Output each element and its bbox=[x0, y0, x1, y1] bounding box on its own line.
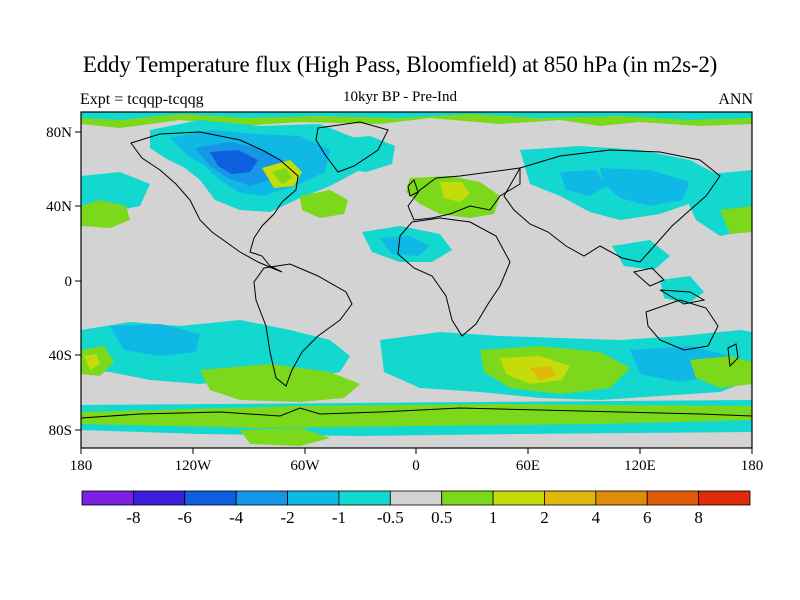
colorbar-swatch bbox=[389, 490, 443, 506]
colorbar-swatch bbox=[184, 490, 237, 506]
colorbar-swatch bbox=[287, 490, 340, 506]
colorbar: -8 -6 -4 -2 -1 -0.5 0.5 1 2 4 6 8 bbox=[81, 490, 751, 527]
colorbar-swatch bbox=[441, 490, 494, 506]
colorbar-swatch bbox=[338, 490, 391, 506]
lon-tick-label: 0 bbox=[412, 458, 420, 474]
colorbar-swatch bbox=[698, 490, 751, 506]
lat-tick-label: 80S bbox=[49, 423, 72, 439]
lon-tick-label: 180 bbox=[70, 458, 93, 474]
colorbar-label: -8 bbox=[126, 508, 140, 527]
lon-tick-label: 120W bbox=[175, 458, 213, 474]
colorbar-swatch bbox=[544, 490, 597, 506]
lat-tick-label: 80N bbox=[46, 125, 72, 141]
colorbar-swatch bbox=[235, 490, 288, 506]
colorbar-label: 8 bbox=[694, 508, 703, 527]
season-label: ANN bbox=[718, 91, 753, 108]
lat-tick-label: 40N bbox=[46, 199, 72, 215]
colorbar-label: -1 bbox=[332, 508, 346, 527]
colorbar-label: 6 bbox=[643, 508, 652, 527]
colorbar-label: -6 bbox=[178, 508, 192, 527]
colorbar-swatch bbox=[81, 490, 134, 506]
lat-tick-label: 0 bbox=[65, 274, 73, 290]
colorbar-swatch bbox=[646, 490, 700, 506]
plot-title: Eddy Temperature flux (High Pass, Bloomf… bbox=[82, 52, 718, 77]
period-label: 10kyr BP - Pre-Ind bbox=[342, 89, 458, 105]
colorbar-label: -4 bbox=[229, 508, 244, 527]
flux-contours bbox=[81, 112, 752, 448]
lon-tick-label: 180 bbox=[741, 458, 764, 474]
colorbar-label: -2 bbox=[280, 508, 294, 527]
colorbar-label: 2 bbox=[540, 508, 549, 527]
colorbar-label: 1 bbox=[489, 508, 498, 527]
coastlines bbox=[81, 121, 752, 419]
lon-tick-label: 60E bbox=[516, 458, 540, 474]
lon-tick-label: 60W bbox=[290, 458, 320, 474]
colorbar-swatch bbox=[492, 490, 545, 506]
colorbar-swatch bbox=[595, 490, 648, 506]
map-plot-area bbox=[81, 112, 752, 448]
colorbar-swatch bbox=[132, 490, 186, 506]
colorbar-label: 4 bbox=[592, 508, 601, 527]
colorbar-label: -0.5 bbox=[377, 508, 404, 527]
colorbar-label: 0.5 bbox=[431, 508, 452, 527]
experiment-label: Expt = tcqqp-tcqqg bbox=[80, 91, 204, 108]
axes: 180 120W 60W 0 60E 120E 180 80N 40N 0 40S 80S bbox=[46, 125, 763, 474]
lon-tick-label: 120E bbox=[624, 458, 656, 474]
lat-tick-label: 40S bbox=[49, 348, 72, 364]
